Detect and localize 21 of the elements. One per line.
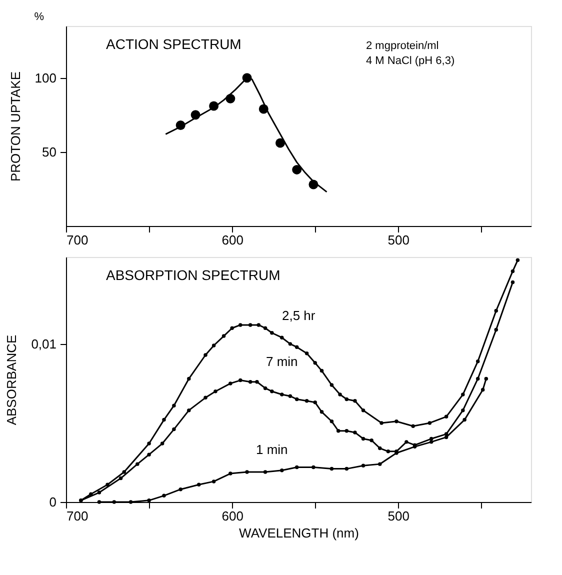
x-tick-label: 600 bbox=[222, 232, 244, 248]
x-axis-title: WAVELENGTH (nm) bbox=[239, 526, 359, 540]
x-tick-label: 600 bbox=[222, 508, 244, 524]
annotation: 1 min bbox=[256, 442, 288, 457]
text: % bbox=[34, 11, 44, 23]
x-tick-label: 500 bbox=[388, 232, 410, 248]
y-tick-label: 50 bbox=[42, 144, 56, 160]
y-tick-label: 0 bbox=[49, 494, 56, 510]
annotation: 2 mgprotein/ml bbox=[366, 40, 439, 52]
text: ACTION SPECTRUM bbox=[106, 36, 242, 52]
x-tick-label: 500 bbox=[388, 508, 410, 524]
annotation: 2,5 hr bbox=[282, 308, 316, 323]
text: ABSORPTION SPECTRUM bbox=[106, 267, 280, 283]
annotation: 4 M NaCl (pH 6,3) bbox=[366, 55, 455, 67]
y-tick-label: 100 bbox=[34, 70, 56, 86]
y-axis-title: PROTON UPTAKE bbox=[8, 71, 23, 182]
annotation: 7 min bbox=[266, 354, 298, 369]
x-tick-label: 700 bbox=[66, 232, 88, 248]
x-tick-label: 700 bbox=[66, 508, 88, 524]
y-tick-label: 0,01 bbox=[31, 336, 56, 352]
y-axis-title: ABSORBANCE bbox=[4, 334, 20, 426]
